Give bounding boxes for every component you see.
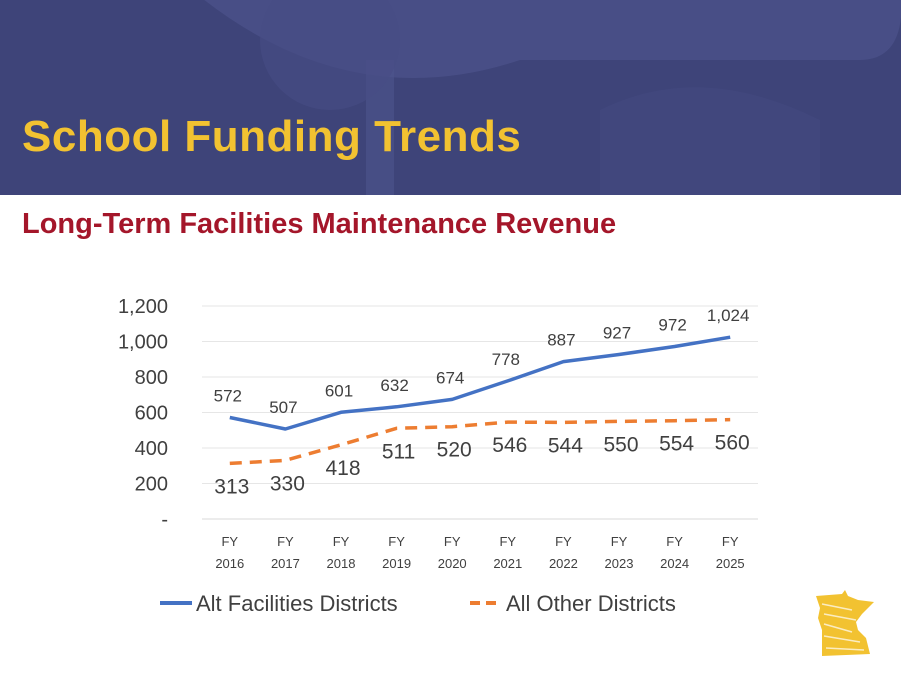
- data-label: 520: [437, 439, 472, 462]
- data-label: 887: [547, 331, 575, 350]
- y-tick-label: 400: [135, 438, 168, 460]
- data-label: 330: [270, 472, 305, 495]
- x-tick-label: FY: [277, 534, 294, 549]
- slide-subtitle: Long-Term Facilities Maintenance Revenue: [22, 208, 617, 240]
- data-label: 632: [380, 376, 408, 395]
- data-label: 1,024: [707, 306, 750, 325]
- y-tick-label: 200: [135, 474, 168, 496]
- data-label: 560: [715, 432, 750, 455]
- data-label: 778: [492, 350, 520, 369]
- banner-decoration: [204, 0, 901, 195]
- data-label: 601: [325, 381, 353, 400]
- data-label: 418: [325, 457, 360, 480]
- title-banner: [0, 0, 901, 195]
- x-tick-label: 2017: [271, 556, 300, 571]
- x-tick-label: 2022: [549, 556, 578, 571]
- x-tick-label: 2018: [327, 556, 356, 571]
- series-line: [229, 417, 731, 466]
- x-tick-label: FY: [444, 534, 461, 549]
- x-tick-label: 2019: [382, 556, 411, 571]
- data-label: 313: [214, 475, 249, 498]
- legend-label: Alt Facilities Districts: [196, 591, 398, 616]
- data-label: 572: [214, 386, 242, 405]
- x-tick-label: FY: [666, 534, 683, 549]
- data-label: 972: [658, 315, 686, 334]
- data-label: 544: [548, 434, 583, 457]
- x-tick-label: 2024: [660, 556, 689, 571]
- y-tick-label: 600: [135, 403, 168, 425]
- data-label: 674: [436, 368, 464, 387]
- data-label: 927: [603, 323, 631, 342]
- x-tick-label: FY: [555, 534, 572, 549]
- y-tick-label: 800: [135, 367, 168, 389]
- x-tick-label: 2020: [438, 556, 467, 571]
- x-tick-label: 2021: [493, 556, 522, 571]
- legend-label: All Other Districts: [506, 591, 676, 616]
- data-label: 507: [269, 398, 297, 417]
- x-tick-label: FY: [722, 534, 739, 549]
- y-tick-label: 1,000: [118, 332, 168, 354]
- minnesota-state-logo-icon: [816, 590, 874, 656]
- x-tick-label: 2016: [215, 556, 244, 571]
- x-tick-label: 2023: [605, 556, 634, 571]
- y-tick-label: 1,200: [118, 296, 168, 318]
- series-line: [229, 335, 731, 431]
- data-label: 554: [659, 433, 694, 456]
- x-tick-label: 2025: [716, 556, 745, 571]
- data-label: 511: [382, 440, 415, 463]
- y-tick-label: -: [161, 509, 168, 531]
- data-label: 546: [492, 434, 527, 457]
- data-label: 550: [603, 433, 638, 456]
- x-tick-label: FY: [388, 534, 405, 549]
- x-tick-label: FY: [499, 534, 516, 549]
- slide-title: School Funding Trends: [22, 112, 522, 161]
- x-tick-label: FY: [333, 534, 350, 549]
- x-tick-label: FY: [221, 534, 238, 549]
- x-tick-label: FY: [611, 534, 628, 549]
